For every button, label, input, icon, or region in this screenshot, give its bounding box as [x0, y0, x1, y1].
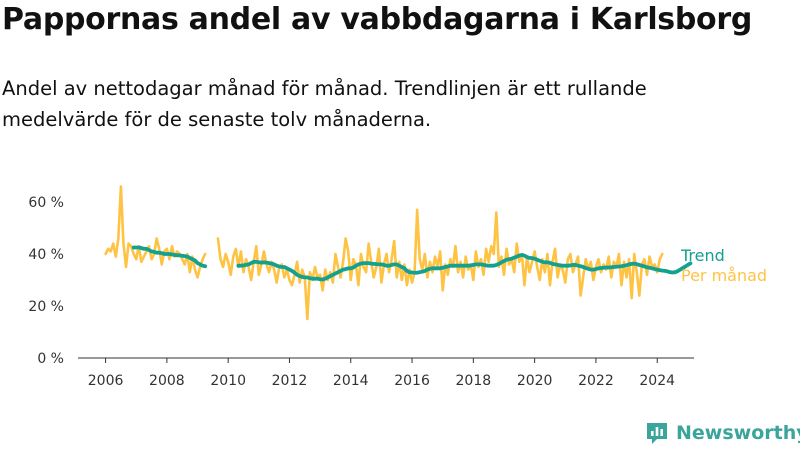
chart-subtitle: Andel av nettodagar månad för månad. Tre… [2, 77, 647, 131]
bar-chart-icon [647, 423, 667, 444]
newsworthy-logo: Newsworthy [644, 420, 800, 446]
y-tick-label: 40 % [28, 247, 64, 263]
x-tick-label: 2020 [517, 373, 553, 389]
brand-name: Newsworthy [676, 422, 800, 444]
x-tick-label: 2024 [639, 373, 675, 389]
x-tick-label: 2016 [394, 373, 430, 389]
chart-title: Pappornas andel av vabbdagarna i Karlsbo… [2, 2, 753, 37]
legend-label-trend: Trend [680, 246, 725, 265]
series-line-trend [131, 245, 693, 282]
chart-series [104, 185, 693, 321]
legend-label-per-manad: Per månad [681, 266, 767, 285]
x-tick-label: 2006 [88, 373, 124, 389]
x-tick-label: 2018 [456, 373, 492, 389]
x-tick-label: 2010 [210, 373, 246, 389]
x-tick-label: 2008 [149, 373, 185, 389]
series-line-per-manad [104, 185, 664, 321]
y-tick-label: 60 % [28, 195, 64, 211]
y-tick-label: 0 % [37, 351, 64, 367]
x-tick-label: 2014 [333, 373, 369, 389]
y-tick-label: 20 % [28, 299, 64, 315]
x-tick-label: 2012 [272, 373, 308, 389]
chart-axes: 0 % 20 % 40 % 60 % 2006 2008 2010 2012 2014 2016 2… [28, 195, 694, 389]
x-tick-label: 2022 [578, 373, 614, 389]
